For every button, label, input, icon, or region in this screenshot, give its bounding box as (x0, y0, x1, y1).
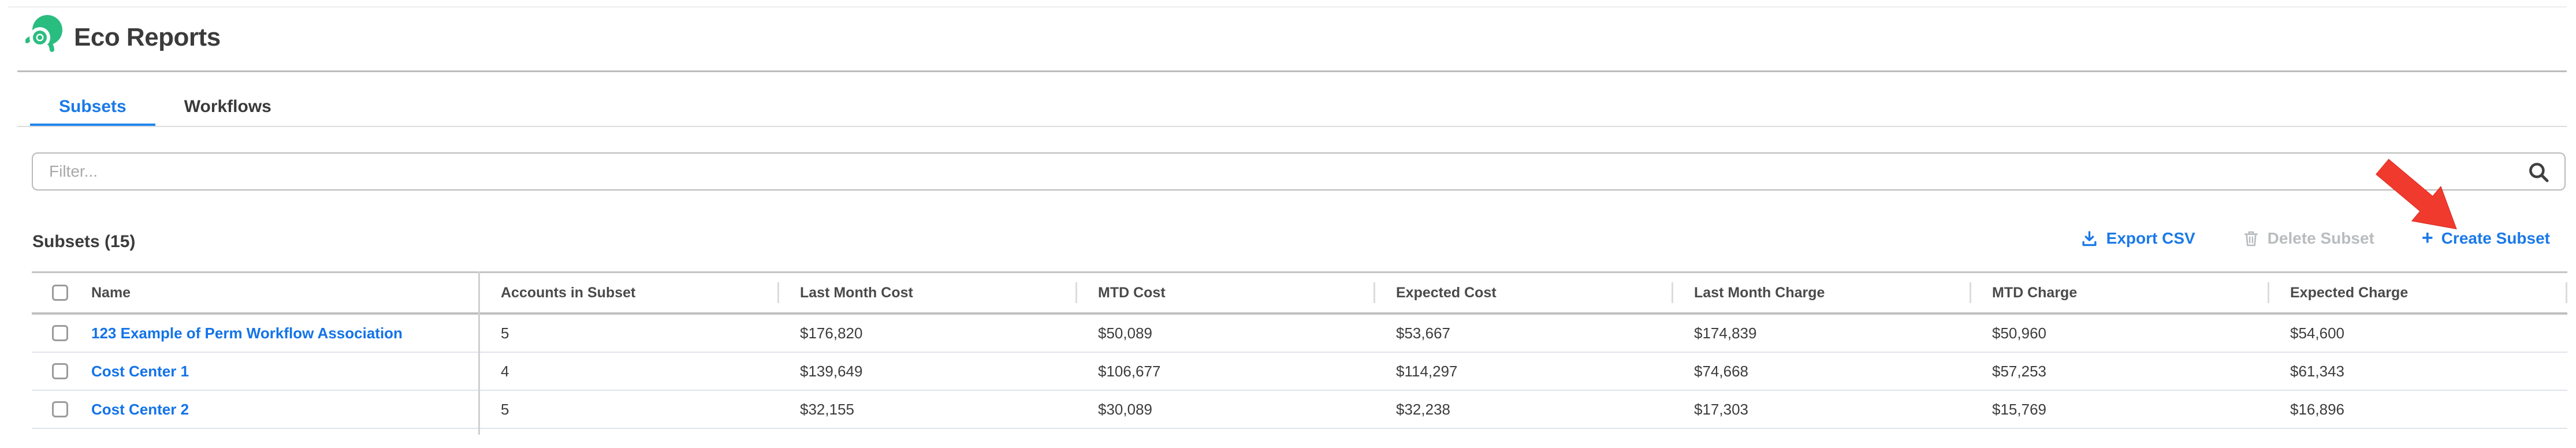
tab-bar: Subsets Workflows (30, 87, 300, 127)
subset-name-link[interactable]: Cost Center 2 (91, 400, 189, 418)
download-icon (2082, 230, 2097, 246)
row-checkbox[interactable] (52, 325, 68, 341)
cell-mtd-charge: $50,960 (1992, 324, 2046, 342)
cell-mtd-cost: $30,089 (1098, 400, 1152, 418)
table-row: Cost Center 1 4 $139,649 $106,677 $114,2… (32, 353, 2567, 391)
column-header-label: MTD Charge (1992, 284, 2078, 301)
cell-accounts: 4 (501, 362, 509, 380)
header-divider (17, 70, 2567, 72)
cell-name: Cost Center 2 (32, 391, 478, 428)
subsets-table: Name Accounts in Subset Last Month Cost … (32, 271, 2567, 429)
column-header-label: Last Month Charge (1694, 284, 1825, 301)
eco-logo-icon (25, 15, 62, 52)
header-cell-expected-charge: Expected Charge (2268, 273, 2567, 312)
filter-input[interactable] (32, 152, 2566, 191)
cell-expected-charge: $16,896 (2290, 400, 2344, 418)
select-all-checkbox[interactable] (52, 285, 68, 301)
header-cell-name: Name (32, 273, 478, 312)
search-icon (2529, 163, 2549, 182)
cell-expected-charge: $54,600 (2290, 324, 2344, 342)
top-border-line (8, 6, 2567, 8)
row-checkbox[interactable] (52, 363, 68, 379)
app-brand: Eco Reports (25, 14, 221, 61)
page-title: Eco Reports (74, 23, 221, 51)
tab-subsets[interactable]: Subsets (30, 87, 155, 127)
header-cell-last-month-charge: Last Month Charge (1672, 273, 1970, 312)
cell-expected-cost: $53,667 (1396, 324, 1450, 342)
header-cell-expected-cost: Expected Cost (1373, 273, 1672, 312)
header-cell-mtd-charge: MTD Charge (1970, 273, 2268, 312)
cell-last-month-charge: $74,668 (1694, 362, 1748, 380)
cell-name: Cost Center 1 (32, 353, 478, 390)
cell-mtd-cost: $50,089 (1098, 324, 1152, 342)
create-subset-button[interactable]: + Create Subset (2421, 227, 2550, 249)
column-header-label: Last Month Cost (800, 284, 913, 301)
cell-last-month-charge: $174,839 (1694, 324, 1757, 342)
section-title: Subsets (15) (32, 232, 136, 251)
tab-workflows[interactable]: Workflows (184, 97, 271, 116)
cell-expected-charge: $61,343 (2290, 362, 2344, 380)
cell-last-month-cost: $32,155 (800, 400, 854, 418)
table-header-row: Name Accounts in Subset Last Month Cost … (32, 271, 2567, 315)
plus-icon: + (2421, 227, 2433, 249)
row-checkbox[interactable] (52, 401, 68, 417)
cell-expected-cost: $114,297 (1396, 362, 1458, 380)
subset-name-link[interactable]: 123 Example of Perm Workflow Association (91, 324, 403, 342)
cell-accounts: 5 (501, 324, 509, 342)
column-header-label: Expected Charge (2290, 284, 2409, 301)
cell-mtd-charge: $15,769 (1992, 400, 2046, 418)
tab-bottom-line (17, 126, 2567, 127)
cell-name: 123 Example of Perm Workflow Association (32, 315, 478, 352)
cell-mtd-cost: $106,677 (1098, 362, 1161, 380)
header-cell-mtd-cost: MTD Cost (1075, 273, 1373, 312)
export-csv-button[interactable]: Export CSV (2080, 229, 2195, 248)
table-actions: Export CSV Delete Subset + Create Subset (2080, 227, 2550, 249)
filter-bar (32, 152, 2566, 191)
trash-icon (2244, 231, 2258, 246)
name-column-divider (478, 271, 480, 435)
cell-last-month-cost: $176,820 (800, 324, 863, 342)
cell-mtd-charge: $57,253 (1992, 362, 2046, 380)
column-header-label: MTD Cost (1098, 284, 1166, 301)
delete-subset-button[interactable]: Delete Subset (2243, 229, 2374, 248)
table-row: 123 Example of Perm Workflow Association… (32, 315, 2567, 353)
header-cell-accounts: Accounts in Subset (478, 273, 777, 312)
subset-name-link[interactable]: Cost Center 1 (91, 362, 189, 380)
cell-expected-cost: $32,238 (1396, 400, 1450, 418)
cell-last-month-charge: $17,303 (1694, 400, 1748, 418)
column-header-label: Name (91, 284, 131, 301)
column-header-label: Expected Cost (1396, 284, 1497, 301)
export-csv-label: Export CSV (2106, 229, 2195, 247)
cell-accounts: 5 (501, 400, 509, 418)
column-header-label: Accounts in Subset (501, 284, 636, 301)
create-subset-label: Create Subset (2441, 229, 2550, 247)
cell-last-month-cost: $139,649 (800, 362, 863, 380)
table-row: Cost Center 2 5 $32,155 $30,089 $32,238 … (32, 391, 2567, 429)
header-cell-last-month-cost: Last Month Cost (777, 273, 1075, 312)
delete-subset-label: Delete Subset (2267, 229, 2374, 247)
